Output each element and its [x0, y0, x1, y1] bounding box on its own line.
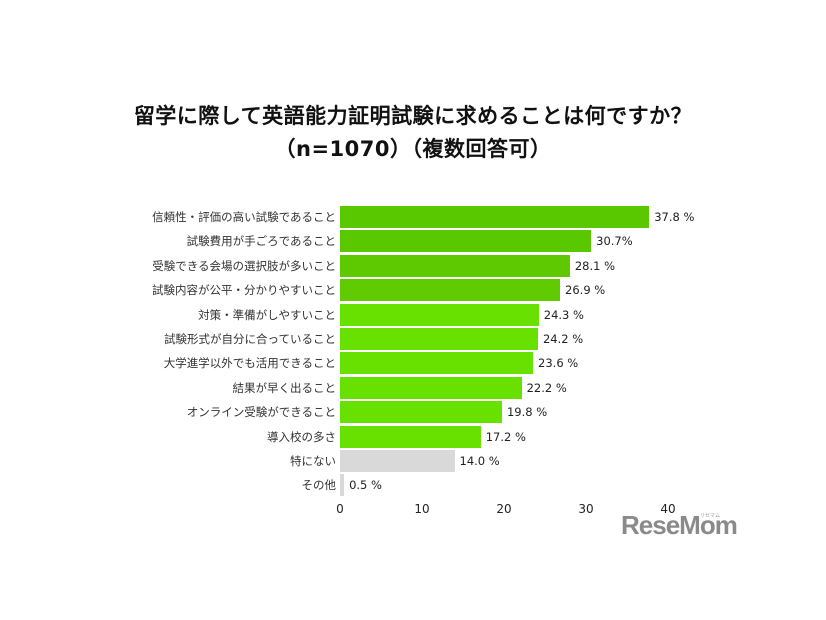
category-label: 試験費用が手ごろであること [186, 234, 336, 249]
value-label: 19.8 % [506, 405, 548, 420]
value-label: 17.2 % [485, 429, 526, 444]
value-label: 24.2 % [542, 332, 584, 346]
category-label: 結果が早く出ること [232, 380, 337, 395]
bar-row: 大学進学以外でも活用できること 23.6 % [0, 352, 826, 376]
value-label: 0.5 % [349, 478, 382, 493]
value-label: 30.7% [596, 234, 633, 249]
x-tick-10: 10 [414, 502, 430, 516]
value-label: 28.1 % [574, 258, 616, 273]
value-label: 22.2 % [526, 380, 567, 395]
category-label: 対策・準備がしやすいこと [198, 307, 336, 322]
chart-title-line1: 留学に際して英語能力証明試験に求めることは何ですか？ [133, 104, 693, 128]
x-tick-40: 40 [660, 502, 676, 516]
x-tick-20: 20 [496, 502, 512, 516]
value-label: 26.9 % [565, 283, 606, 298]
bar [340, 254, 570, 277]
resemom-logo: ReseMom [621, 510, 738, 540]
bar [340, 352, 534, 375]
bar [340, 279, 561, 302]
bar-row: 試験費用が手ごろであること 30.7% [0, 230, 826, 254]
value-label: 37.8 % [654, 210, 695, 224]
category-label: 特にない [290, 454, 336, 468]
bar-row: 試験形式が自分に合っていること 24.2 % [0, 328, 826, 352]
bar-row: 試験内容が公平・分かりやすいこと 26.9 % [0, 279, 826, 303]
category-label: 試験内容が公平・分かりやすいこと [152, 283, 336, 298]
bar-row: 対策・準備がしやすいこと 24.3 % [0, 303, 826, 328]
bar [340, 303, 539, 326]
chart-title-line2: （n=1070）（複数回答可） [274, 137, 552, 161]
bar [340, 230, 592, 253]
bar-row: 特にない 14.0 % [0, 450, 826, 474]
bar-row: オンライン受験ができること 19.8 % [0, 401, 826, 425]
bar [340, 376, 522, 399]
value-label: 24.3 % [543, 307, 584, 322]
resemom-logo-sub: リセマム [700, 513, 721, 519]
category-label: 導入校の多さ [267, 429, 336, 444]
bar-row: その他 0.5 % [0, 474, 826, 498]
x-tick-0: 0 [336, 502, 344, 516]
category-label: オンライン受験ができること [186, 405, 336, 420]
bar-row: 信頼性・評価の高い試験であること 37.8 % [0, 206, 826, 230]
bar [340, 474, 345, 497]
bar-row: 導入校の多さ 17.2 % [0, 425, 826, 450]
category-label: その他 [301, 478, 337, 493]
bar [340, 401, 502, 424]
x-tick-30: 30 [578, 502, 594, 516]
category-label: 大学進学以外でも活用できること [163, 356, 336, 371]
bar [340, 425, 481, 448]
bar [340, 450, 455, 472]
value-label: 23.6 % [538, 356, 579, 371]
bar [340, 328, 538, 350]
bar-row: 結果が早く出ること 22.2 % [0, 376, 826, 401]
category-label: 受験できる会場の選択肢が多いこと [152, 258, 336, 273]
value-label: 14.0 % [459, 454, 500, 468]
category-label: 試験形式が自分に合っていること [164, 332, 336, 346]
category-label: 信頼性・評価の高い試験であること [152, 210, 336, 224]
bar-row: 受験できる会場の選択肢が多いこと 28.1 % [0, 254, 826, 279]
bar [340, 206, 650, 228]
